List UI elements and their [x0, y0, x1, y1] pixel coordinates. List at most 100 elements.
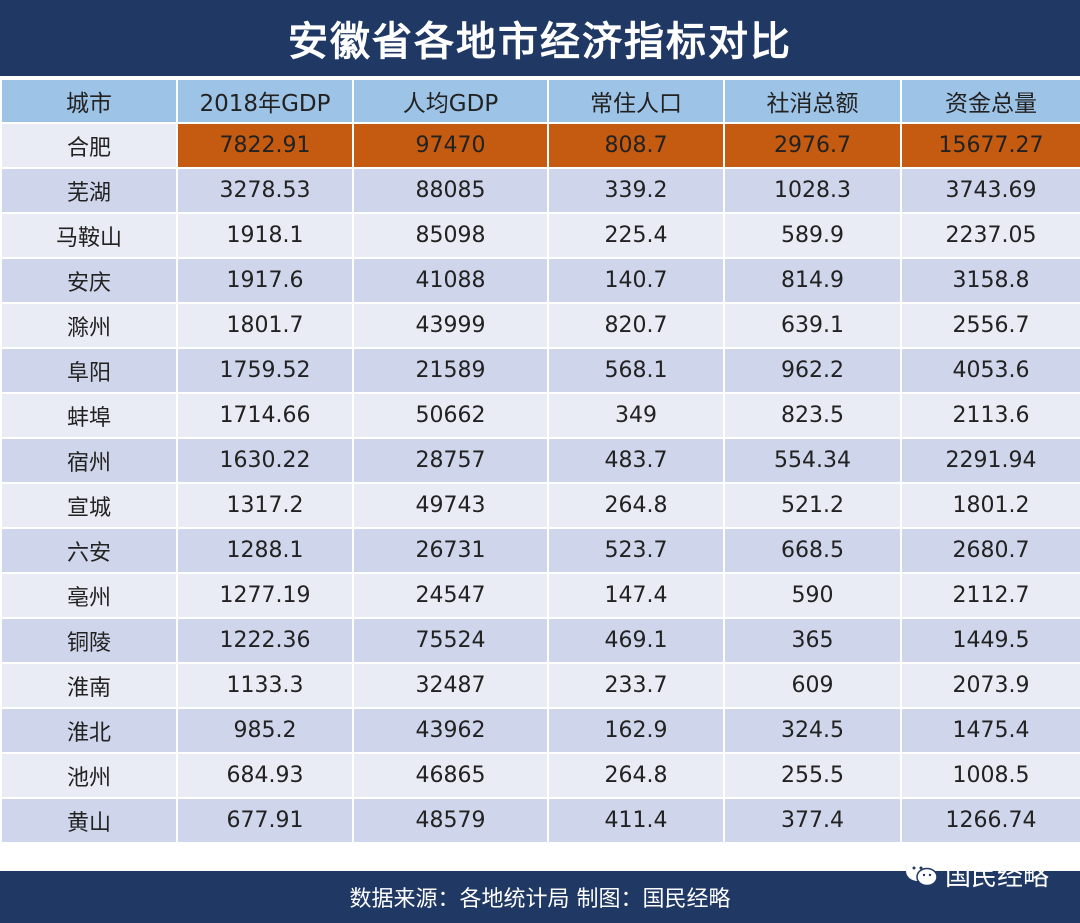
table-row: 芜湖 3278.53 88085 339.2 1028.3 3743.69 [0, 167, 1080, 214]
value-cell: 32487 [352, 662, 549, 709]
value-cell: 1475.4 [900, 707, 1080, 754]
header-cell: 城市 [0, 78, 178, 124]
table-row: 滁州 1801.7 43999 820.7 639.1 2556.7 [0, 302, 1080, 349]
value-cell: 2237.05 [900, 212, 1080, 259]
value-cell: 1917.6 [176, 257, 354, 304]
value-cell: 1222.36 [176, 617, 354, 664]
value-cell: 1801.7 [176, 302, 354, 349]
value-cell: 75524 [352, 617, 549, 664]
value-cell: 2073.9 [900, 662, 1080, 709]
value-cell: 49743 [352, 482, 549, 529]
city-cell: 六安 [0, 527, 178, 574]
table-row: 安庆 1917.6 41088 140.7 814.9 3158.8 [0, 257, 1080, 304]
header-cell: 人均GDP [352, 78, 549, 124]
value-cell: 1317.2 [176, 482, 354, 529]
header-cell: 社消总额 [723, 78, 902, 124]
city-cell: 铜陵 [0, 617, 178, 664]
value-cell: 1288.1 [176, 527, 354, 574]
value-cell: 3158.8 [900, 257, 1080, 304]
value-cell: 677.91 [176, 797, 354, 844]
value-cell: 7822.91 [176, 122, 354, 169]
value-cell: 43999 [352, 302, 549, 349]
data-table: 城市 2018年GDP 人均GDP 常住人口 社消总额 资金总量 合肥 7822.91 9747… [0, 78, 1080, 844]
value-cell: 264.8 [547, 752, 725, 799]
value-cell: 349 [547, 392, 725, 439]
table-row: 阜阳 1759.52 21589 568.1 962.2 4053.6 [0, 347, 1080, 394]
value-cell: 1266.74 [900, 797, 1080, 844]
table-row: 蚌埠 1714.66 50662 349 823.5 2113.6 [0, 392, 1080, 439]
value-cell: 97470 [352, 122, 549, 169]
value-cell: 411.4 [547, 797, 725, 844]
value-cell: 2112.7 [900, 572, 1080, 619]
city-cell: 池州 [0, 752, 178, 799]
value-cell: 3278.53 [176, 167, 354, 214]
value-cell: 3743.69 [900, 167, 1080, 214]
table-row: 马鞍山 1918.1 85098 225.4 589.9 2237.05 [0, 212, 1080, 259]
header-cell: 2018年GDP [176, 78, 354, 124]
value-cell: 15677.27 [900, 122, 1080, 169]
value-cell: 590 [723, 572, 902, 619]
value-cell: 85098 [352, 212, 549, 259]
value-cell: 324.5 [723, 707, 902, 754]
value-cell: 365 [723, 617, 902, 664]
city-cell: 滁州 [0, 302, 178, 349]
value-cell: 1449.5 [900, 617, 1080, 664]
value-cell: 639.1 [723, 302, 902, 349]
table-row: 合肥 7822.91 97470 808.7 2976.7 15677.27 [0, 122, 1080, 169]
value-cell: 1759.52 [176, 347, 354, 394]
city-cell: 马鞍山 [0, 212, 178, 259]
city-cell: 淮北 [0, 707, 178, 754]
header-cell: 资金总量 [900, 78, 1080, 124]
city-cell: 宿州 [0, 437, 178, 484]
city-cell: 淮南 [0, 662, 178, 709]
table-row: 宿州 1630.22 28757 483.7 554.34 2291.94 [0, 437, 1080, 484]
value-cell: 2113.6 [900, 392, 1080, 439]
value-cell: 523.7 [547, 527, 725, 574]
value-cell: 264.8 [547, 482, 725, 529]
value-cell: 1714.66 [176, 392, 354, 439]
value-cell: 24547 [352, 572, 549, 619]
value-cell: 2680.7 [900, 527, 1080, 574]
value-cell: 2556.7 [900, 302, 1080, 349]
value-cell: 1630.22 [176, 437, 354, 484]
value-cell: 377.4 [723, 797, 902, 844]
table-row: 六安 1288.1 26731 523.7 668.5 2680.7 [0, 527, 1080, 574]
value-cell: 147.4 [547, 572, 725, 619]
value-cell: 21589 [352, 347, 549, 394]
value-cell: 808.7 [547, 122, 725, 169]
wechat-icon [906, 861, 938, 887]
city-cell: 合肥 [0, 122, 178, 169]
city-cell: 黄山 [0, 797, 178, 844]
city-cell: 亳州 [0, 572, 178, 619]
value-cell: 140.7 [547, 257, 725, 304]
value-cell: 162.9 [547, 707, 725, 754]
value-cell: 684.93 [176, 752, 354, 799]
value-cell: 225.4 [547, 212, 725, 259]
value-cell: 233.7 [547, 662, 725, 709]
city-cell: 蚌埠 [0, 392, 178, 439]
table-row: 池州 684.93 46865 264.8 255.5 1008.5 [0, 752, 1080, 799]
city-cell: 芜湖 [0, 167, 178, 214]
value-cell: 469.1 [547, 617, 725, 664]
value-cell: 339.2 [547, 167, 725, 214]
value-cell: 88085 [352, 167, 549, 214]
value-cell: 483.7 [547, 437, 725, 484]
table-row: 淮北 985.2 43962 162.9 324.5 1475.4 [0, 707, 1080, 754]
value-cell: 1918.1 [176, 212, 354, 259]
value-cell: 48579 [352, 797, 549, 844]
table-row: 亳州 1277.19 24547 147.4 590 2112.7 [0, 572, 1080, 619]
watermark: 国民经略 [905, 856, 1049, 892]
value-cell: 589.9 [723, 212, 902, 259]
value-cell: 2291.94 [900, 437, 1080, 484]
value-cell: 1008.5 [900, 752, 1080, 799]
value-cell: 1277.19 [176, 572, 354, 619]
value-cell: 41088 [352, 257, 549, 304]
table-row: 宣城 1317.2 49743 264.8 521.2 1801.2 [0, 482, 1080, 529]
value-cell: 820.7 [547, 302, 725, 349]
value-cell: 962.2 [723, 347, 902, 394]
table-row: 淮南 1133.3 32487 233.7 609 2073.9 [0, 662, 1080, 709]
table-row: 黄山 677.91 48579 411.4 377.4 1266.74 [0, 797, 1080, 844]
value-cell: 521.2 [723, 482, 902, 529]
footer: 数据来源：各地统计局 制图：国民经略 [0, 871, 1080, 923]
